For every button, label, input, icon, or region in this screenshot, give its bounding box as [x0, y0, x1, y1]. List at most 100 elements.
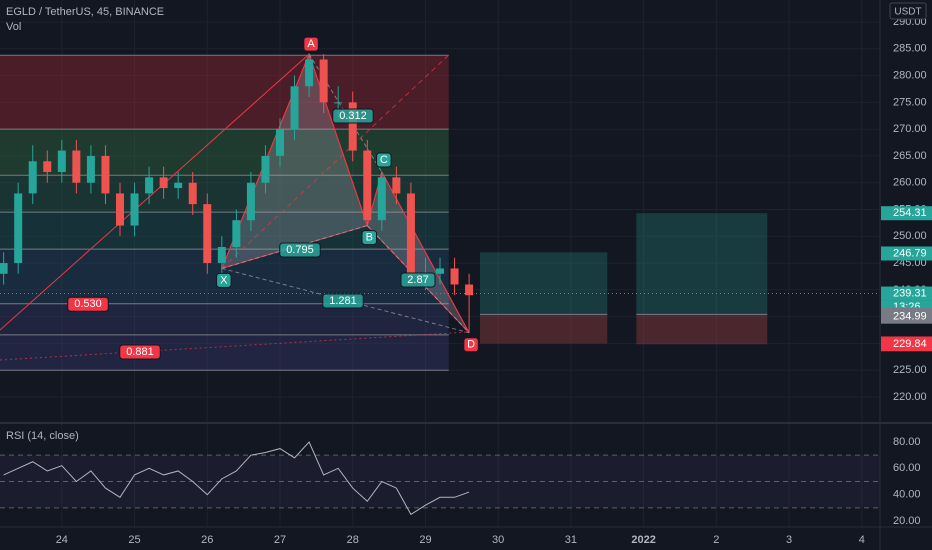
candle-body: [436, 268, 444, 274]
trend-line: [0, 331, 470, 361]
candle-body: [101, 155, 110, 194]
price-label-box: [881, 286, 932, 301]
pattern-label-box: [67, 296, 109, 312]
pattern-label-box: [303, 36, 319, 52]
x-tick-label: 28: [347, 534, 359, 546]
stop-zone: [636, 314, 768, 345]
candle-body: [334, 102, 343, 104]
pattern-label: 0.881: [126, 346, 154, 358]
candle-body: [276, 129, 284, 156]
rsi-tick-label: 60.00: [893, 462, 921, 474]
x-tick-label: 26: [201, 534, 213, 546]
y-tick-label: 280.00: [893, 69, 927, 81]
candle-body: [57, 150, 66, 172]
trend-line: [0, 53, 310, 331]
y-tick-label: 285.00: [893, 43, 927, 55]
pattern-label: B: [366, 231, 373, 243]
pattern-label-box: [119, 344, 161, 360]
pattern-ratio-line: [221, 225, 368, 269]
candle-body: [145, 177, 154, 194]
y-tick-label: 225.00: [893, 364, 927, 376]
y-tick-label: 270.00: [893, 123, 927, 135]
pattern-label-box: [463, 337, 479, 353]
fib-band: [0, 129, 449, 176]
x-tick-label: 2022: [631, 534, 655, 546]
candle-body: [159, 177, 168, 189]
pattern-label-box: [279, 242, 321, 258]
candle-body: [232, 220, 241, 247]
rsi-line: [3, 441, 470, 516]
candle-body: [86, 155, 95, 183]
fib-band: [0, 55, 449, 130]
candle-body: [0, 263, 8, 274]
candle-body: [28, 161, 37, 194]
price-label-box: [881, 246, 932, 261]
candle-body: [72, 150, 81, 183]
pattern-label: 0.530: [74, 298, 102, 310]
candle-body: [14, 193, 23, 264]
pattern-label: C: [380, 154, 388, 166]
candle-body: [203, 204, 212, 264]
pattern-label: 2.87: [407, 274, 428, 286]
rsi-tick-label: 80.00: [893, 436, 921, 448]
y-tick-label: 265.00: [893, 150, 927, 162]
y-tick-label: 220.00: [893, 391, 927, 403]
x-tick-label: 24: [56, 534, 68, 546]
y-tick-label: 275.00: [893, 96, 927, 108]
candle-body: [450, 268, 459, 285]
y-tick-label: 250.00: [893, 230, 927, 242]
x-tick-label: 27: [274, 534, 286, 546]
rsi-tick-label: 40.00: [893, 489, 921, 501]
candle-body: [465, 284, 474, 296]
target-zone: [636, 213, 768, 315]
pattern-label-box: [376, 152, 392, 168]
candle-body: [406, 193, 415, 274]
pattern-label: A: [307, 38, 315, 50]
price-label: 246.79: [893, 247, 927, 259]
candle-body: [290, 86, 299, 130]
x-tick-label: 3: [786, 534, 792, 546]
candle-body: [305, 59, 314, 87]
price-label-box: [881, 206, 932, 221]
candle-body: [188, 182, 197, 205]
price-label: 234.99: [893, 311, 927, 323]
price-label: 239.31: [893, 287, 927, 299]
x-tick-label: 29: [419, 534, 431, 546]
price-label-box: [881, 337, 932, 352]
candle-body: [377, 177, 386, 221]
x-tick-label: 2: [713, 534, 719, 546]
pattern-label: 0.312: [339, 110, 367, 122]
pattern-label: D: [467, 339, 475, 351]
currency-box[interactable]: [889, 2, 927, 20]
target-zone: [480, 252, 608, 315]
rsi-tick-label: 20.00: [893, 515, 921, 527]
stop-zone: [480, 314, 608, 344]
rsi-title: RSI (14, close): [6, 430, 79, 442]
symbol-title: EGLD / TetherUS, 45, BINANCE: [6, 6, 164, 18]
candle-body: [43, 161, 52, 172]
y-tick-label: 260.00: [893, 177, 927, 189]
pattern-label: 0.795: [286, 244, 314, 256]
price-label: 254.31: [893, 207, 927, 219]
pattern-label-box: [361, 230, 378, 246]
volume-label: Vol: [6, 21, 21, 33]
candle-body: [174, 182, 183, 189]
x-tick-label: 30: [492, 534, 504, 546]
pattern-label: X: [220, 274, 228, 286]
pattern-label: 1.281: [329, 295, 357, 307]
candle-body: [319, 59, 328, 103]
price-label-box: [881, 309, 932, 324]
x-tick-label: 4: [859, 534, 865, 546]
pattern-label-box: [216, 272, 232, 288]
x-tick-label: 31: [565, 534, 577, 546]
currency[interactable]: USDT: [894, 7, 921, 18]
candle-body: [348, 102, 357, 151]
candle-body: [261, 155, 270, 183]
pattern-label-box: [332, 108, 374, 124]
candle-body: [116, 193, 124, 226]
trend-line: [221, 54, 450, 269]
candle-body: [246, 182, 255, 221]
